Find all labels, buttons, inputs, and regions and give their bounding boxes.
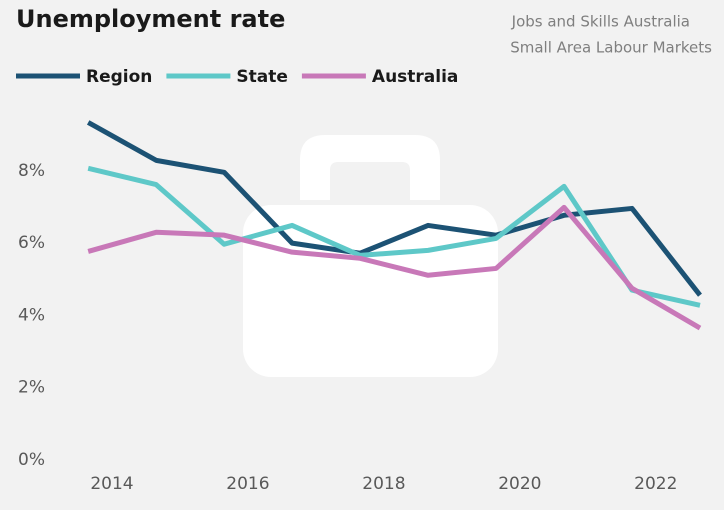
y-tick-label: 0% [18, 450, 45, 470]
x-tick-label: 2014 [90, 474, 133, 494]
x-tick-label: 2022 [634, 474, 677, 494]
series-line [87, 204, 702, 331]
legend-label: State [236, 67, 288, 87]
series-line [87, 165, 701, 308]
y-tick-label: 2% [18, 378, 45, 398]
series-line [86, 120, 702, 297]
y-tick-label: 4% [18, 305, 45, 325]
y-tick-label: 8% [18, 161, 45, 181]
chart-title: Unemployment rate [16, 5, 285, 33]
subtitle: Jobs and Skills Australia [511, 13, 690, 31]
x-tick-label: 2018 [362, 474, 405, 494]
x-tick-label: 2020 [498, 474, 541, 494]
legend-label: Australia [372, 67, 459, 87]
y-tick-label: 6% [18, 233, 45, 253]
legend-label: Region [86, 67, 152, 87]
x-tick-label: 2016 [226, 474, 269, 494]
subtitle: Small Area Labour Markets [510, 39, 712, 57]
